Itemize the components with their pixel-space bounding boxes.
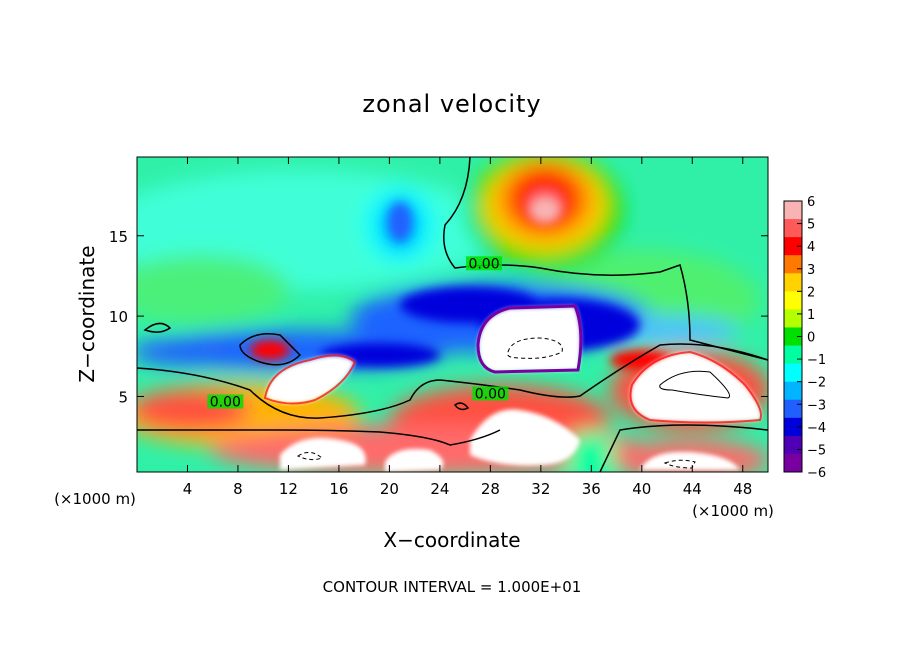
colorbar-swatch [784,381,802,401]
x-tick-label: 8 [233,480,243,498]
x-tick-label: 36 [582,480,601,498]
colorbar-swatch [784,201,802,220]
x-tick-label: 4 [183,480,193,498]
x-tick-label: 16 [329,480,348,498]
colorbar-tick-label: 3 [807,263,815,278]
colorbar-tick-label: −1 [807,353,826,368]
colorbar-swatch [784,291,802,310]
colorbar-tick-label: −3 [807,398,826,413]
x-tick-label: 48 [733,480,752,498]
contour-label: 0.00 [468,256,499,272]
colorbar-swatch [784,399,802,419]
colorbar-swatch [784,237,802,256]
colorbar-tick-label: 1 [807,308,815,323]
plot-frame [136,156,769,473]
x-tick-label: 12 [279,480,298,498]
x-tick-label: 32 [531,480,550,498]
y-tick-label: 10 [109,308,128,326]
zero-contour-lower [137,424,768,472]
contour-label-bg [207,394,244,409]
colorbar-swatch [784,417,802,437]
contour-lines [137,157,768,472]
x-axis: 4 8 12 16 20 24 28 32 36 40 44 48 [183,157,752,498]
contour-label-bg [472,386,509,401]
colorbar-swatch [784,327,802,347]
zero-contour-upper [443,157,768,361]
colorbar-tick-label: −4 [807,421,826,436]
contour-label: 0.00 [210,395,241,411]
colorbar-tick-label: 5 [807,218,815,233]
contour-interval-note: CONTOUR INTERVAL = 1.000E+01 [323,578,582,596]
x-tick-label: 40 [632,480,651,498]
contour-labels: 0.00 0.00 0.00 [207,256,509,411]
colorbar-tick-label: −5 [807,443,826,458]
colorbar-tick-label: 4 [807,240,815,255]
colorbar-tick-label: 6 [807,195,815,210]
colorbar-swatch [784,453,802,473]
contour-label-bg [466,256,503,271]
contour-label: 0.00 [475,386,506,402]
colorbar-tick-label: −6 [807,466,826,481]
colorbar-swatch [784,435,802,455]
colorbar-swatch [784,219,802,238]
colorbar-swatch [784,309,802,328]
colorbar-swatch [784,363,802,383]
y-axis-label: Z−coordinate [75,245,99,382]
colorbar-tick-label: 0 [807,331,815,346]
x-tick-label: 28 [481,480,500,498]
x-tick-label: 44 [683,480,702,498]
colorbar-swatch [784,273,802,292]
colorbar: 6 5 4 3 2 1 0 −1 −2 −3 −4 −5 −6 [783,195,826,481]
x-axis-label: X−coordinate [383,528,520,552]
zero-contour-left [137,343,768,419]
x-unit-right: (×1000 m) [692,502,774,520]
colorbar-tick-label: −2 [807,376,826,391]
colorbar-tick-label: 2 [807,285,815,300]
chart-title: zonal velocity [362,90,541,118]
x-tick-label: 24 [430,480,449,498]
colorbar-swatch [784,345,802,365]
y-tick-label: 5 [118,388,128,406]
y-axis: 5 10 15 [109,228,768,406]
x-unit-left: (×1000 m) [54,490,136,508]
heatmap-field [137,157,768,472]
colorbar-swatch [784,255,802,274]
y-tick-label: 15 [109,228,128,246]
x-tick-label: 20 [380,480,399,498]
